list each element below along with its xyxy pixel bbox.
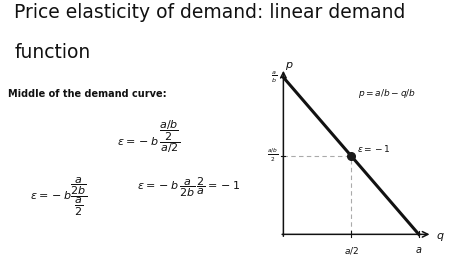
Text: $\varepsilon = -1$: $\varepsilon = -1$ — [356, 143, 391, 154]
Text: $a/2$: $a/2$ — [344, 245, 358, 256]
Text: $p = a/b - q/b$: $p = a/b - q/b$ — [358, 86, 416, 99]
Text: $\varepsilon = -b\,\dfrac{a}{2b}\,\dfrac{2}{a} = -1$: $\varepsilon = -b\,\dfrac{a}{2b}\,\dfrac… — [137, 176, 241, 199]
Text: $\frac{a/b}{2}$: $\frac{a/b}{2}$ — [267, 147, 278, 164]
Text: $a$: $a$ — [415, 245, 422, 255]
Text: Middle of the demand curve:: Middle of the demand curve: — [8, 89, 167, 99]
Text: q: q — [437, 231, 444, 241]
Text: $\!\frac{a}{b}$: $\!\frac{a}{b}$ — [272, 70, 278, 85]
Text: p: p — [285, 60, 292, 70]
Text: function: function — [14, 43, 91, 61]
Text: Price elasticity of demand: linear demand: Price elasticity of demand: linear deman… — [14, 3, 406, 22]
Text: $\varepsilon = -b\dfrac{\dfrac{a}{2b}}{\dfrac{a}{2}}$: $\varepsilon = -b\dfrac{\dfrac{a}{2b}}{\… — [30, 176, 88, 218]
Text: $\varepsilon = -b\,\dfrac{\dfrac{a/b}{2}}{a/2}$: $\varepsilon = -b\,\dfrac{\dfrac{a/b}{2}… — [117, 118, 180, 155]
